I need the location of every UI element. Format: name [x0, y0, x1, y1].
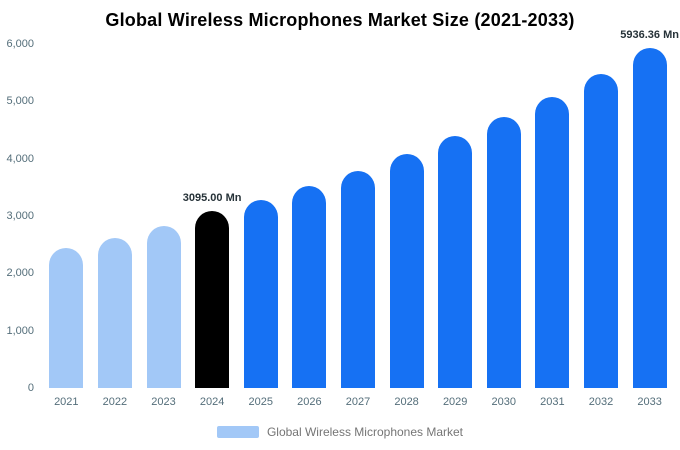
bar-slot [528, 44, 577, 388]
bar [49, 247, 84, 388]
bar-slot: 3095.00 Mn [183, 44, 241, 388]
bar-slot: 5936.36 Mn [620, 29, 679, 388]
bar-slot [479, 44, 528, 388]
bar-value-label: 5936.36 Mn [620, 28, 679, 41]
bars-area: 3095.00 Mn 5936.36 Mn [42, 29, 679, 388]
bar [486, 117, 521, 388]
x-tick-label: 2022 [102, 396, 128, 408]
legend-swatch [216, 426, 259, 438]
y-tick-label: 4,000 [6, 152, 34, 165]
x-tick-label: 2029 [442, 396, 468, 408]
legend-item[interactable]: Global Wireless Microphones Market [216, 425, 464, 439]
plot-area: 3095.00 Mn 5936.36 Mn [42, 29, 679, 388]
bar [389, 154, 424, 388]
y-tick-label: 3,000 [6, 210, 34, 222]
x-tick-label: 2026 [297, 396, 322, 408]
bar [195, 210, 230, 388]
x-tick-label: 2021 [54, 396, 79, 408]
x-tick-label: 2030 [491, 396, 517, 408]
x-tick-label: 2028 [394, 396, 419, 408]
x-tick-label: 2031 [540, 396, 565, 408]
bar-value-label: 3095.00 Mn [182, 191, 242, 204]
bar-slot [42, 44, 91, 388]
bar [438, 136, 473, 388]
bar-slot [577, 44, 626, 388]
bar [584, 74, 618, 388]
bar [146, 225, 181, 388]
x-tick-label: 2023 [151, 396, 176, 408]
bar [632, 47, 667, 388]
x-axis-labels: 2021 2022 2023 2024 2025 2026 2027 2028 2029 2030… [42, 396, 674, 408]
bar-slot [285, 44, 334, 388]
x-tick-label: 2033 [637, 396, 662, 408]
bar [243, 199, 278, 388]
y-tick-label: 1,000 [6, 324, 34, 337]
bar [97, 237, 132, 388]
y-tick-label: 0 [27, 382, 34, 394]
bar-slot [334, 44, 383, 388]
bar-slot [431, 44, 480, 388]
y-axis: 0 1,000 2,000 3,000 4,000 5,000 6,000 [0, 38, 38, 394]
y-tick-label: 5,000 [6, 95, 34, 108]
y-tick-label: 2,000 [6, 267, 34, 280]
chart-title: Global Wireless Microphones Market Size … [105, 10, 575, 30]
bar-slot [236, 44, 285, 388]
bar [535, 96, 570, 388]
x-tick-label: 2025 [248, 396, 273, 408]
bar [340, 170, 375, 388]
bar-slot [91, 44, 140, 388]
x-tick-label: 2027 [345, 396, 371, 408]
y-tick-label: 6,000 [6, 38, 34, 50]
bar-slot [139, 44, 188, 388]
legend-label: Global Wireless Microphones Market [266, 425, 464, 439]
bar-slot [382, 44, 431, 388]
legend: Global Wireless Microphones Market [0, 425, 680, 439]
x-tick-label: 2024 [199, 396, 225, 408]
bar [292, 185, 327, 388]
x-tick-label: 2032 [588, 396, 614, 408]
